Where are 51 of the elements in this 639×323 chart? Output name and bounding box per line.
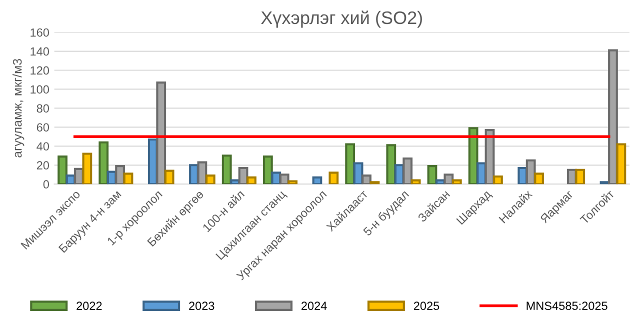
bar [205, 174, 216, 184]
bar [222, 154, 232, 184]
bar [312, 176, 322, 184]
bar [484, 128, 495, 184]
bar [493, 175, 503, 184]
y-axis-title: агууламж, мкг/м3 [12, 58, 24, 158]
y-tick-label: 120 [30, 66, 49, 75]
bar [353, 162, 364, 184]
bar [452, 179, 462, 184]
bar [197, 161, 208, 184]
bar [328, 172, 339, 184]
legend-label: MNS4585:2025 [526, 302, 608, 310]
bar [608, 49, 618, 184]
y-tick-label: 160 [30, 28, 49, 37]
bar [164, 170, 174, 184]
y-tick-label: 60 [36, 123, 49, 132]
y-tick-label: 0 [43, 180, 49, 189]
bar [123, 172, 134, 184]
bar [386, 144, 396, 184]
y-tick-label: 80 [36, 104, 49, 113]
bar [288, 180, 298, 184]
legend-label: 2024 [302, 302, 327, 310]
bar [444, 174, 454, 184]
bar [98, 141, 109, 184]
bar [526, 159, 536, 184]
bar [115, 165, 125, 184]
bar [279, 174, 290, 184]
bar [410, 179, 421, 184]
y-tick-label: 20 [36, 161, 49, 170]
bar [362, 174, 372, 184]
bar [575, 168, 586, 184]
bar [238, 166, 248, 184]
y-tick-label: 40 [36, 142, 49, 151]
bar [58, 156, 68, 184]
bar [427, 165, 438, 184]
legend-label: 2025 [414, 302, 440, 310]
legend-label: 2023 [189, 302, 214, 310]
bar [345, 143, 356, 184]
legend-label: 2022 [76, 302, 102, 310]
bar [468, 127, 478, 184]
bar [271, 172, 282, 184]
bar [82, 152, 92, 184]
chart-title: Хүхэрлэг хий (SO2) [261, 10, 422, 28]
bar [616, 143, 626, 184]
bar [246, 176, 256, 184]
bar [262, 156, 273, 184]
y-tick-label: 100 [30, 85, 49, 94]
bar [534, 172, 544, 184]
bar [402, 157, 413, 184]
bar [156, 82, 166, 184]
y-tick-label: 140 [30, 47, 49, 56]
